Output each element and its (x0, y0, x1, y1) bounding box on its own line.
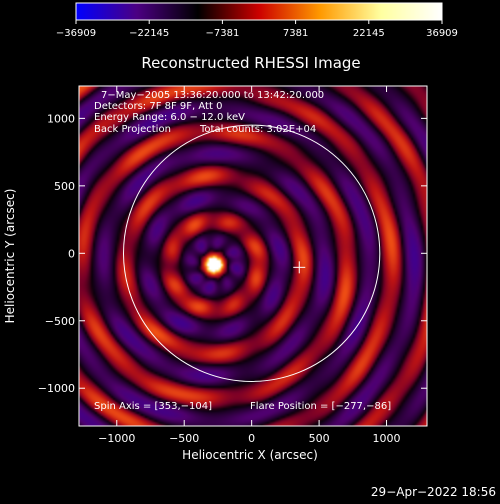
x-tick-label: 0 (248, 432, 255, 445)
colorbar-tick-label: −22145 (129, 28, 169, 39)
plot-frame (78, 85, 428, 427)
x-tick-label: 500 (309, 432, 330, 445)
x-tick-label: 1000 (373, 432, 401, 445)
y-axis-ticks: −1000 −500 0 500 1000 (38, 112, 427, 395)
annotations: 7−May−2005 13:36:20.000 to 13:42:20.000 … (94, 90, 391, 412)
colorbar (75, 2, 443, 21)
x-tick-label: −500 (169, 432, 199, 445)
annotation-method: Back Projection (94, 124, 171, 135)
annotation-flare-position: Flare Position = [−277,−86] (250, 401, 391, 412)
y-tick-label: 500 (54, 180, 75, 193)
solar-limb-circle (123, 124, 381, 382)
y-tick-label: −500 (45, 315, 75, 328)
colorbar-tick-label: 36909 (426, 28, 458, 39)
colorbar-ticks: −36909 −22145 −7381 7381 22145 36909 (56, 20, 458, 39)
y-tick-label: 0 (68, 247, 75, 260)
x-tick-label: −1000 (98, 432, 135, 445)
colorbar-tick-label: 7381 (283, 28, 308, 39)
annotation-spin-axis: Spin Axis = [353,−104] (94, 401, 212, 412)
colorbar-tick-label: −36909 (56, 28, 96, 39)
timestamp: 29−Apr−2022 18:56 (371, 485, 496, 499)
annotation-detectors: Detectors: 7F 8F 9F, Att 0 (94, 101, 222, 112)
heatmap-image (79, 86, 427, 426)
annotation-time-range: 7−May−2005 13:36:20.000 to 13:42:20.000 (101, 90, 324, 101)
annotation-energy-range: Energy Range: 6.0 − 12.0 keV (94, 112, 245, 123)
x-axis-ticks: −1000 −500 0 500 1000 (98, 86, 401, 445)
y-tick-label: −1000 (38, 382, 75, 395)
chart-title: Reconstructed RHESSI Image (141, 54, 360, 72)
colorbar-tick-label: −7381 (205, 28, 239, 39)
colorbar-tick-label: 22145 (353, 28, 385, 39)
annotation-total-counts: Total counts: 3.02E+04 (199, 124, 316, 135)
y-tick-label: 1000 (47, 112, 75, 125)
spin-axis-marker (293, 261, 306, 274)
x-axis-label: Heliocentric X (arcsec) (182, 448, 318, 462)
y-axis-label: Heliocentric Y (arcsec) (3, 189, 17, 324)
